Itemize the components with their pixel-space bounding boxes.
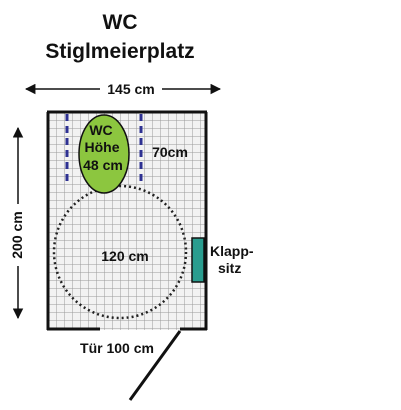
folding-seat <box>191 237 205 283</box>
turning-circle-label: 120 cm <box>101 248 148 264</box>
title-wc: WC <box>102 11 138 34</box>
title-location: Stiglmeierplatz <box>45 40 195 63</box>
toilet-label-line2: Höhe <box>85 139 120 155</box>
toilet <box>78 114 130 194</box>
folding-seat-label-line2: sitz <box>218 260 241 276</box>
side-clearance-label: 70cm <box>152 144 188 160</box>
toilet-label-line3: 48 cm <box>83 157 123 173</box>
door-label: Tür 100 cm <box>80 340 154 356</box>
height-label: 200 cm <box>9 211 25 258</box>
turning-circle <box>52 184 188 320</box>
toilet-label-line1: WC <box>89 122 112 138</box>
door-leaf <box>128 330 182 401</box>
width-label: 145 cm <box>107 81 154 97</box>
folding-seat-label-line1: Klapp- <box>210 243 254 259</box>
